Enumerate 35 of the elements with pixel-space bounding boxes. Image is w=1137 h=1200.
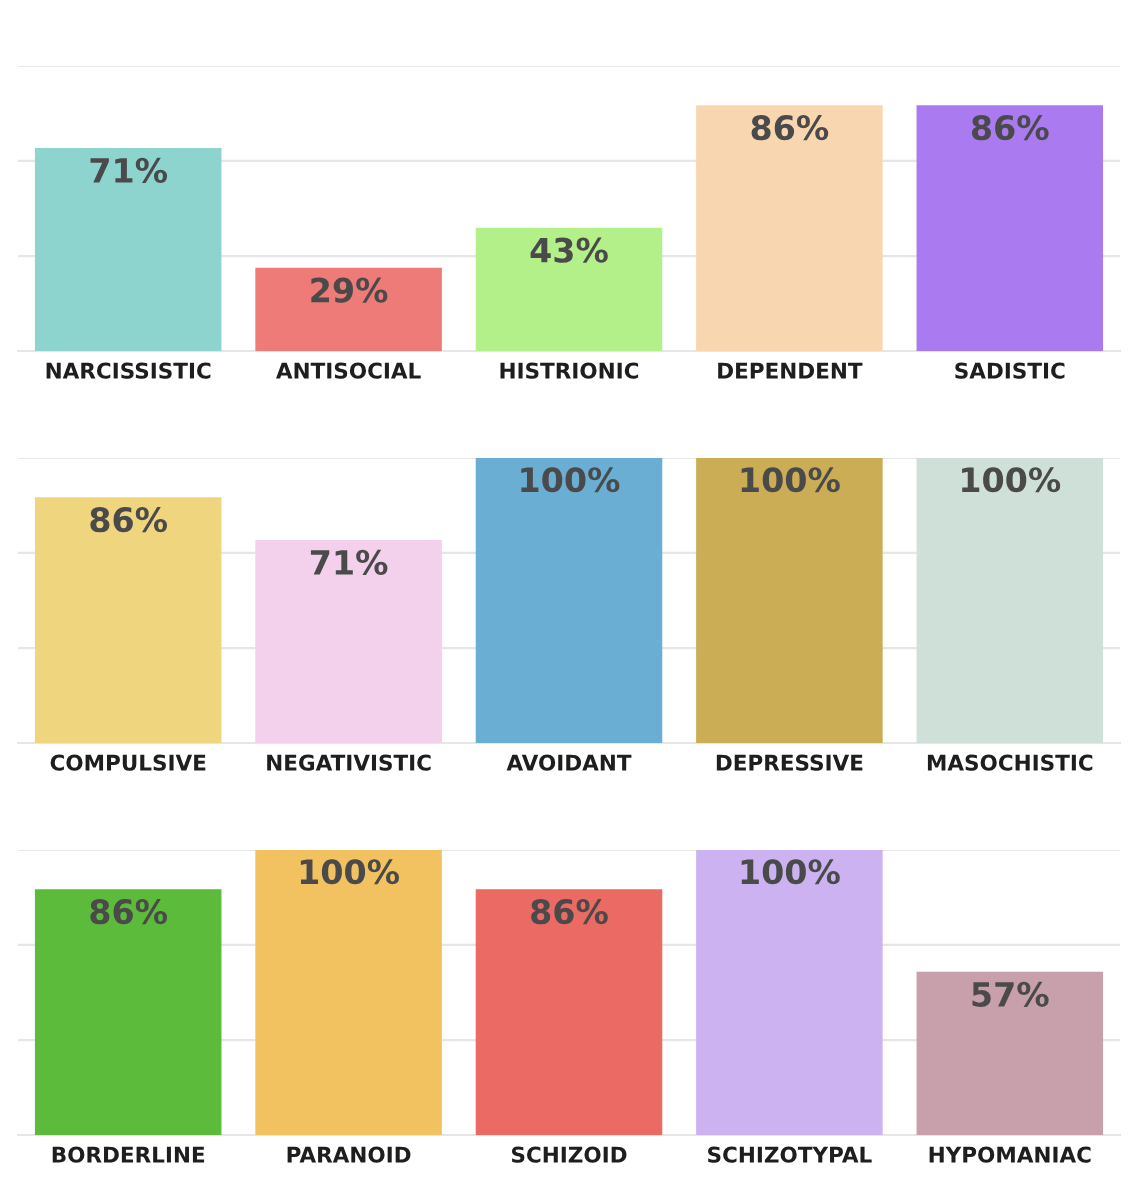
data-label: 43% <box>530 237 608 263</box>
x-tick-label: SCHIZOID <box>511 1146 627 1163</box>
data-label: 86% <box>90 507 168 533</box>
x-tick-label: DEPENDENT <box>718 362 863 379</box>
bar <box>475 227 663 351</box>
bar <box>696 105 883 351</box>
x-tick-label: DEPRESSIVE <box>716 754 863 771</box>
x-tick-label: COMPULSIVE <box>50 754 206 771</box>
x-tick-label: HISTRIONIC <box>500 362 639 379</box>
x-tick-label: ANTISOCIAL <box>276 362 421 379</box>
x-tick-label: AVOIDANT <box>506 754 632 771</box>
data-label: 100% <box>521 467 620 493</box>
data-label: 71% <box>90 157 168 183</box>
x-tick-label: BORDERLINE <box>52 1146 205 1163</box>
data-label: 100% <box>741 467 840 493</box>
bar <box>255 267 442 351</box>
bar <box>34 147 222 351</box>
data-label: 86% <box>751 115 829 141</box>
data-label: 86% <box>531 899 608 925</box>
x-tick-label: MASOCHISTIC <box>927 754 1093 771</box>
x-tick-label: SCHIZOTYPAL <box>708 1146 872 1163</box>
data-label: 100% <box>962 467 1061 493</box>
data-label: 100% <box>741 859 840 885</box>
data-label: 86% <box>971 115 1049 141</box>
data-label: 71% <box>310 549 388 575</box>
data-label: 29% <box>311 277 388 303</box>
data-label: 57% <box>972 981 1049 1007</box>
x-tick-label: SADISTIC <box>955 362 1065 379</box>
data-label: 100% <box>300 859 400 885</box>
x-tick-label: NEGATIVISTIC <box>267 754 431 771</box>
x-tick-label: HYPOMANIAC <box>929 1146 1091 1163</box>
x-tick-label: PARANOID <box>287 1146 411 1163</box>
data-label: 86% <box>90 899 168 925</box>
x-tick-label: NARCISSISTIC <box>46 362 211 379</box>
bar <box>916 105 1104 351</box>
